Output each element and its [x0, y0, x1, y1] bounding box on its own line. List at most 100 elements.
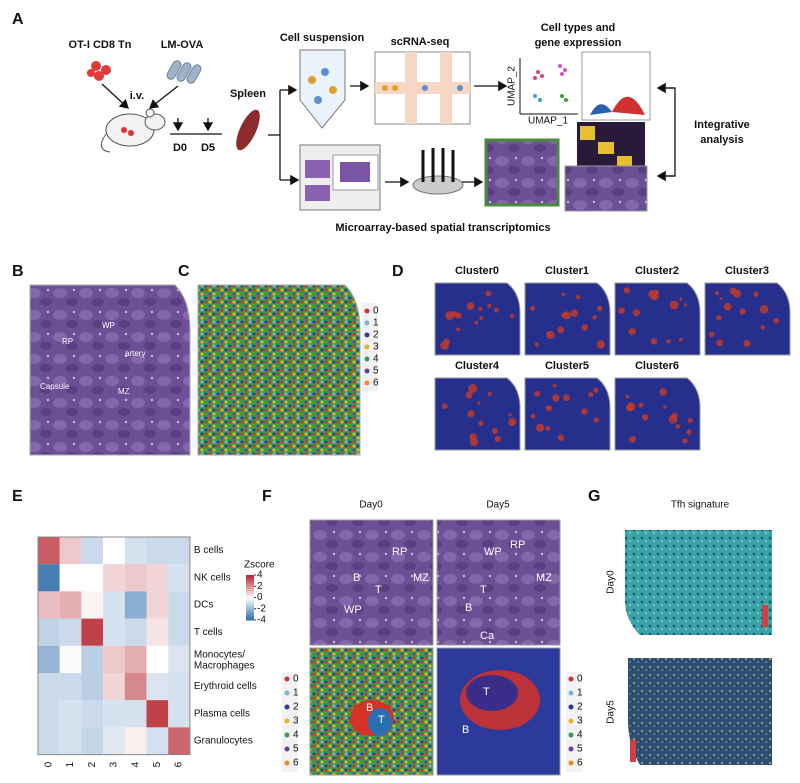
cluster-spot — [686, 429, 692, 435]
heatmap-cell — [168, 673, 190, 701]
cluster-spot — [625, 394, 630, 399]
column-label: 5 — [152, 761, 163, 767]
cluster-spot — [478, 306, 483, 311]
row-label: Erythroid cells — [194, 681, 257, 692]
cluster-spot — [708, 331, 715, 338]
heatmap-cell — [59, 727, 82, 755]
cluster-spot — [729, 287, 737, 295]
panel-label: A — [12, 11, 24, 28]
color-bar — [246, 593, 254, 596]
axis-label: UMAP_2 — [507, 66, 518, 106]
cluster-title: Cluster2 — [635, 265, 679, 277]
slide-icon — [299, 144, 381, 211]
cluster-spot — [546, 330, 555, 340]
cluster-spot — [509, 313, 515, 318]
heatmap-cell — [146, 618, 169, 646]
cluster-spot — [575, 294, 581, 300]
cluster-spot — [719, 297, 723, 301]
cluster-spot — [638, 402, 644, 408]
cluster-spot — [570, 309, 579, 317]
heatmap-cell — [81, 700, 104, 728]
panel-label: C — [178, 263, 190, 280]
region — [466, 675, 518, 711]
cluster-spot — [628, 327, 636, 336]
color-bar — [246, 575, 254, 578]
row-label: T cells — [194, 627, 223, 638]
column-label: 3 — [109, 761, 120, 767]
color-key — [630, 740, 636, 762]
cluster-spot — [588, 392, 594, 398]
legend-dot — [284, 746, 290, 752]
cluster-spot — [469, 433, 477, 441]
heatmap-cell — [168, 700, 190, 728]
color-key — [762, 605, 768, 627]
row-label: Day0 — [606, 570, 617, 594]
legend-dot — [364, 308, 370, 314]
cluster-spot — [545, 425, 551, 431]
annotation: B — [465, 602, 472, 614]
legend-dot — [568, 718, 574, 724]
tick-label: 2 — [257, 581, 263, 592]
cluster-spot — [760, 325, 765, 330]
cluster-spot — [536, 423, 545, 432]
tick-label: -4 — [257, 615, 266, 626]
heatmap-cell — [38, 645, 60, 673]
color-bar — [246, 617, 254, 621]
heatmap-cell — [38, 564, 60, 592]
heatmap-cell — [146, 537, 169, 565]
panel-title: Day0 — [359, 500, 383, 511]
cluster-spot — [626, 402, 636, 411]
cluster-spot — [773, 317, 780, 324]
column-label: 0 — [43, 761, 54, 767]
heatmap-cell — [81, 591, 104, 619]
heatmap-cell — [124, 673, 147, 701]
heatmap-cell — [103, 618, 125, 646]
label: D5 — [201, 142, 215, 154]
cluster-spot — [534, 342, 539, 347]
panel-label: G — [588, 488, 600, 505]
cluster-title: Cluster1 — [545, 265, 589, 277]
spleen-icon — [236, 109, 260, 151]
cluster-spot — [678, 337, 683, 342]
legend-label: 4 — [577, 730, 583, 741]
label: LM-OVA — [161, 39, 204, 51]
heatmap-cell — [103, 700, 125, 728]
column-label: 6 — [174, 761, 185, 767]
legend: 0 1 2 3 4 5 6 — [568, 674, 583, 769]
array-icon — [412, 148, 464, 195]
heatmap-cell — [146, 591, 169, 619]
cluster-spot — [441, 403, 448, 410]
legend-label: 3 — [293, 716, 299, 727]
legend-dot — [284, 732, 290, 738]
cluster-spot — [530, 413, 536, 419]
row-label: Monocytes/Macrophages — [194, 649, 255, 671]
heatmap-cell — [168, 618, 190, 646]
bracket — [660, 87, 676, 177]
region — [368, 708, 392, 736]
cluster-image — [434, 282, 521, 356]
heatmap-cell — [103, 591, 125, 619]
cluster-spot — [683, 303, 688, 307]
t-cells-icon — [87, 61, 111, 81]
cluster-spot — [468, 384, 478, 393]
legend-dot — [364, 344, 370, 350]
color-bar — [246, 606, 254, 610]
cluster-spot — [465, 391, 473, 399]
legend-label: 6 — [373, 378, 379, 389]
cluster-spot — [455, 327, 460, 332]
panel-label: B — [12, 263, 24, 280]
color-bar — [246, 584, 254, 587]
legend-label: 0 — [293, 674, 299, 685]
panel-label: F — [262, 488, 272, 505]
heatmap-cell — [59, 700, 82, 728]
heatmap-cell — [38, 537, 60, 565]
cluster-spot — [485, 290, 492, 297]
legend-label: 3 — [373, 342, 379, 353]
annotation: MZ — [118, 387, 130, 396]
heatmap-cell — [59, 537, 82, 565]
legend-label: 2 — [373, 330, 379, 341]
color-bar — [246, 577, 254, 580]
cluster-spot — [534, 390, 541, 397]
label: Cell suspension — [280, 32, 365, 44]
color-bar — [246, 604, 254, 607]
